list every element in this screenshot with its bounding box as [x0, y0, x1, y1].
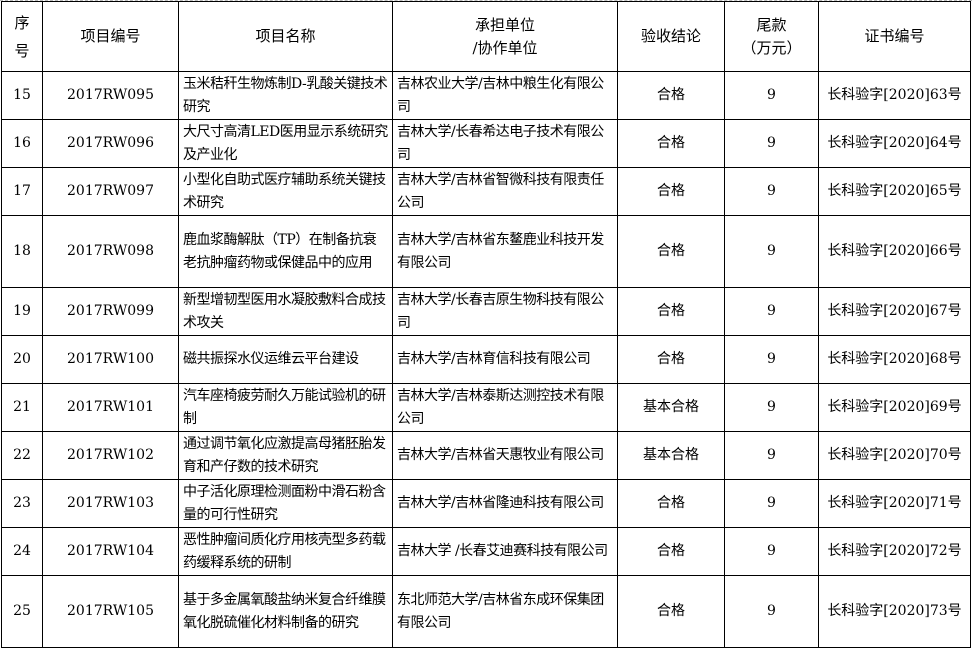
- acceptance-result: 合格: [617, 527, 725, 576]
- project-code: 2017RW098: [42, 215, 179, 288]
- project-name: 通过调节氧化应激提高母猪胚胎发育和产仔数的技术研究: [178, 431, 393, 480]
- table-row: 25 2017RW105 基于多金属氧酸盐纳米复合纤维膜氧化脱硫催化材料制备的研究东…: [1, 575, 971, 648]
- table-row: 19 2017RW099 新型增韧型医用水凝胶敷料合成技术攻关 吉林大学/长春吉原生物…: [1, 287, 971, 336]
- undertaking-unit: 吉林大学/吉林泰斯达测控技术有限公司: [392, 383, 618, 432]
- project-name: 小型化自助式医疗辅助系统关键技术研究: [178, 167, 393, 216]
- project-name: 新型增韧型医用水凝胶敷料合成技术攻关: [178, 287, 393, 336]
- row-number: 15: [1, 71, 43, 120]
- project-name: 汽车座椅疲劳耐久万能试验机的研制: [178, 383, 393, 432]
- row-number: 20: [1, 335, 43, 384]
- row-number: 24: [1, 527, 43, 576]
- final-payment: 9: [724, 527, 819, 576]
- header-code: 项目编号: [42, 1, 179, 72]
- table-row: 22 2017RW102 通过调节氧化应激提高母猪胚胎发育和产仔数的技术研究 吉林大学…: [1, 431, 971, 480]
- undertaking-unit: 吉林大学/吉林省隆迪科技有限公司: [392, 479, 618, 528]
- undertaking-unit: 吉林大学/吉林省天惠牧业有限公司: [392, 431, 618, 480]
- project-code: 2017RW096: [42, 119, 179, 168]
- table-row: 21 2017RW101 汽车座椅疲劳耐久万能试验机的研制 吉林大学/吉林泰斯达测控技…: [1, 383, 971, 432]
- certificate-number: 长科验字[2020]64号: [818, 119, 971, 168]
- acceptance-result: 合格: [617, 71, 725, 120]
- certificate-number: 长科验字[2020]71号: [818, 479, 971, 528]
- project-code: 2017RW104: [42, 527, 179, 576]
- project-code: 2017RW105: [42, 575, 179, 648]
- final-payment: 9: [724, 71, 819, 120]
- table-row: 16 2017RW096 大尺寸高清LED医用显示系统研究及产业化 吉林大学/长春希达…: [1, 119, 971, 168]
- header-unit: 承担单位 /协作单位: [392, 1, 618, 72]
- undertaking-unit: 吉林大学/长春希达电子技术有限公司: [392, 119, 618, 168]
- acceptance-result: 合格: [617, 287, 725, 336]
- undertaking-unit: 吉林大学/长春吉原生物科技有限公司: [392, 287, 618, 336]
- header-amount: 尾款 （万元）: [724, 1, 819, 72]
- row-number: 22: [1, 431, 43, 480]
- undertaking-unit: 吉林大学/吉林省智微科技有限责任公司: [392, 167, 618, 216]
- table-row: 15 2017RW095 玉米秸秆生物炼制D-乳酸关键技术研究 吉林农业大学/吉林中粮…: [1, 71, 971, 120]
- project-code: 2017RW100: [42, 335, 179, 384]
- table-row: 24 2017RW104 恶性肿瘤间质化疗用核壳型多药载药缓释系统的研制 吉林大学 /…: [1, 527, 971, 576]
- row-number: 17: [1, 167, 43, 216]
- certificate-number: 长科验字[2020]68号: [818, 335, 971, 384]
- acceptance-result: 合格: [617, 335, 725, 384]
- project-code: 2017RW103: [42, 479, 179, 528]
- project-name: 大尺寸高清LED医用显示系统研究及产业化: [178, 119, 393, 168]
- header-cert: 证书编号: [818, 1, 971, 72]
- table-row: 18 2017RW098 鹿血浆酶解肽（TP）在制备抗衰老抗肿瘤药物或保健品中的应用…: [1, 215, 971, 288]
- final-payment: 9: [724, 215, 819, 288]
- project-code: 2017RW101: [42, 383, 179, 432]
- certificate-number: 长科验字[2020]65号: [818, 167, 971, 216]
- final-payment: 9: [724, 119, 819, 168]
- table-row: 17 2017RW097 小型化自助式医疗辅助系统关键技术研究 吉林大学/吉林省智微科…: [1, 167, 971, 216]
- header-name: 项目名称: [178, 1, 393, 72]
- acceptance-result: 合格: [617, 167, 725, 216]
- final-payment: 9: [724, 431, 819, 480]
- acceptance-result: 基本合格: [617, 383, 725, 432]
- undertaking-unit: 东北师范大学/吉林省东成环保集团有限公司: [392, 575, 618, 648]
- undertaking-unit: 吉林农业大学/吉林中粮生化有限公司: [392, 71, 618, 120]
- row-number: 23: [1, 479, 43, 528]
- project-code: 2017RW102: [42, 431, 179, 480]
- final-payment: 9: [724, 335, 819, 384]
- undertaking-unit: 吉林大学/吉林育信科技有限公司: [392, 335, 618, 384]
- project-name: 鹿血浆酶解肽（TP）在制备抗衰老抗肿瘤药物或保健品中的应用: [178, 215, 393, 288]
- acceptance-result: 合格: [617, 575, 725, 648]
- row-number: 18: [1, 215, 43, 288]
- row-number: 19: [1, 287, 43, 336]
- row-number: 16: [1, 119, 43, 168]
- undertaking-unit: 吉林大学 /长春艾迪赛科技有限公司: [392, 527, 618, 576]
- project-name: 玉米秸秆生物炼制D-乳酸关键技术研究: [178, 71, 393, 120]
- project-code: 2017RW095: [42, 71, 179, 120]
- row-number: 25: [1, 575, 43, 648]
- final-payment: 9: [724, 479, 819, 528]
- acceptance-result: 合格: [617, 215, 725, 288]
- header-row: 序号 项目编号 项目名称 承担单位 /协作单位 验收结论 尾款 （万元） 证书编…: [1, 1, 971, 72]
- certificate-number: 长科验字[2020]63号: [818, 71, 971, 120]
- final-payment: 9: [724, 167, 819, 216]
- project-code: 2017RW097: [42, 167, 179, 216]
- final-payment: 9: [724, 575, 819, 648]
- page-top-edge: [0, 0, 972, 1]
- certificate-number: 长科验字[2020]72号: [818, 527, 971, 576]
- certificate-number: 长科验字[2020]66号: [818, 215, 971, 288]
- acceptance-result: 合格: [617, 479, 725, 528]
- certificate-number: 长科验字[2020]73号: [818, 575, 971, 648]
- acceptance-result: 合格: [617, 119, 725, 168]
- header-no: 序号: [1, 1, 43, 72]
- acceptance-result: 基本合格: [617, 431, 725, 480]
- project-name: 恶性肿瘤间质化疗用核壳型多药载药缓释系统的研制: [178, 527, 393, 576]
- project-code: 2017RW099: [42, 287, 179, 336]
- table-row: 20 2017RW100 磁共振探水仪运维云平台建设 吉林大学/吉林育信科技有限公司合…: [1, 335, 971, 384]
- project-name: 中子活化原理检测面粉中滑石粉含量的可行性研究: [178, 479, 393, 528]
- project-name: 磁共振探水仪运维云平台建设: [178, 335, 393, 384]
- certificate-number: 长科验字[2020]69号: [818, 383, 971, 432]
- project-name: 基于多金属氧酸盐纳米复合纤维膜氧化脱硫催化材料制备的研究: [178, 575, 393, 648]
- final-payment: 9: [724, 287, 819, 336]
- undertaking-unit: 吉林大学/吉林省东鳌鹿业科技开发有限公司: [392, 215, 618, 288]
- certificate-number: 长科验字[2020]70号: [818, 431, 971, 480]
- table-row: 23 2017RW103 中子活化原理检测面粉中滑石粉含量的可行性研究 吉林大学/吉林…: [1, 479, 971, 528]
- row-number: 21: [1, 383, 43, 432]
- header-result: 验收结论: [617, 1, 725, 72]
- certificate-number: 长科验字[2020]67号: [818, 287, 971, 336]
- final-payment: 9: [724, 383, 819, 432]
